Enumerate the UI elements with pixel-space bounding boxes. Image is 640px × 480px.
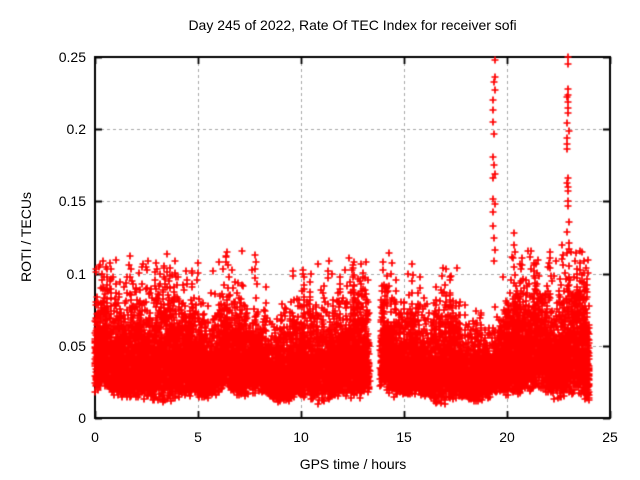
- x-tick-label: 25: [602, 429, 618, 445]
- x-tick-label: 15: [396, 429, 412, 445]
- x-tick-label: 5: [194, 429, 202, 445]
- chart-title: Day 245 of 2022, Rate Of TEC Index for r…: [188, 17, 517, 33]
- x-tick-label: 20: [499, 429, 515, 445]
- y-tick-label: 0.2: [66, 121, 86, 138]
- y-tick-label: 0: [78, 410, 86, 426]
- y-tick-label: 0.1: [66, 265, 86, 282]
- y-tick-label: 0.15: [58, 193, 86, 210]
- y-tick-label: 0.25: [58, 49, 86, 65]
- y-tick-label: 0.05: [58, 337, 86, 354]
- x-tick-label: 10: [293, 429, 309, 445]
- x-axis-label: GPS time / hours: [299, 456, 407, 472]
- x-tick-label: 0: [91, 429, 99, 445]
